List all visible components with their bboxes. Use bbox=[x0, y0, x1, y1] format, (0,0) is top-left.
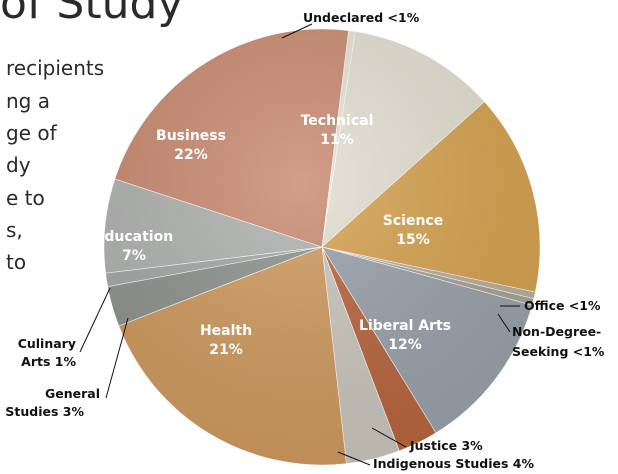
slice-value-business: 22% bbox=[174, 147, 208, 163]
external-label-indigenous-studies: Indigenous Studies 4% bbox=[373, 456, 534, 471]
intro-text: recipients ng a ge of dy e to s, to bbox=[0, 0, 160, 274]
leader-line-non-degree-seeking bbox=[497, 313, 511, 333]
intro-line: dy bbox=[6, 153, 31, 177]
slice-value-science: 15% bbox=[396, 232, 430, 248]
external-label-non-degree-seeking: Non-Degree- bbox=[512, 324, 601, 339]
slice-value-education: 7% bbox=[122, 248, 146, 264]
external-label-office: Office <1% bbox=[524, 298, 601, 313]
leader-lines bbox=[79, 23, 520, 466]
intro-line: ng a bbox=[6, 89, 50, 113]
slice-value-technical: 11% bbox=[320, 132, 354, 148]
leader-line-general-studies bbox=[105, 317, 129, 399]
page-title: of Study bbox=[0, 0, 184, 29]
external-label-justice: Justice 3% bbox=[409, 438, 483, 453]
external-label-undeclared: Undeclared <1% bbox=[303, 10, 420, 25]
leader-line-indigenous-studies bbox=[337, 451, 371, 466]
slice-value-liberal-arts: 12% bbox=[388, 337, 422, 353]
leader-line-justice bbox=[371, 427, 407, 448]
intro-line: recipients bbox=[6, 56, 105, 80]
slice-label-health: Health bbox=[200, 323, 252, 339]
intro-line: e to bbox=[6, 186, 45, 210]
slice-label-education: Education bbox=[95, 229, 173, 245]
slice-label-technical: Technical bbox=[301, 113, 374, 129]
intro-line: s, bbox=[6, 218, 23, 242]
slice-label-liberal-arts: Liberal Arts bbox=[359, 318, 451, 334]
slice-labels: Undeclared <1% Technical 11% Science 15% Offi… bbox=[5, 10, 605, 471]
slice-label-business: Business bbox=[156, 128, 226, 144]
slice-label-science: Science bbox=[383, 213, 443, 229]
intro-line: to bbox=[6, 250, 27, 274]
leader-line-undeclared bbox=[281, 23, 313, 39]
leader-line-culinary-arts bbox=[79, 287, 111, 353]
external-label-non-degree-seeking: Seeking <1% bbox=[512, 344, 605, 359]
slice-value-health: 21% bbox=[209, 342, 243, 358]
pie-slices bbox=[103, 28, 541, 466]
intro-line: ge of bbox=[6, 121, 57, 145]
external-label-general-studies: General bbox=[45, 386, 100, 401]
external-label-culinary-arts: Culinary bbox=[18, 336, 76, 351]
external-label-general-studies: Studies 3% bbox=[5, 404, 84, 419]
external-label-culinary-arts: Arts 1% bbox=[21, 354, 76, 369]
